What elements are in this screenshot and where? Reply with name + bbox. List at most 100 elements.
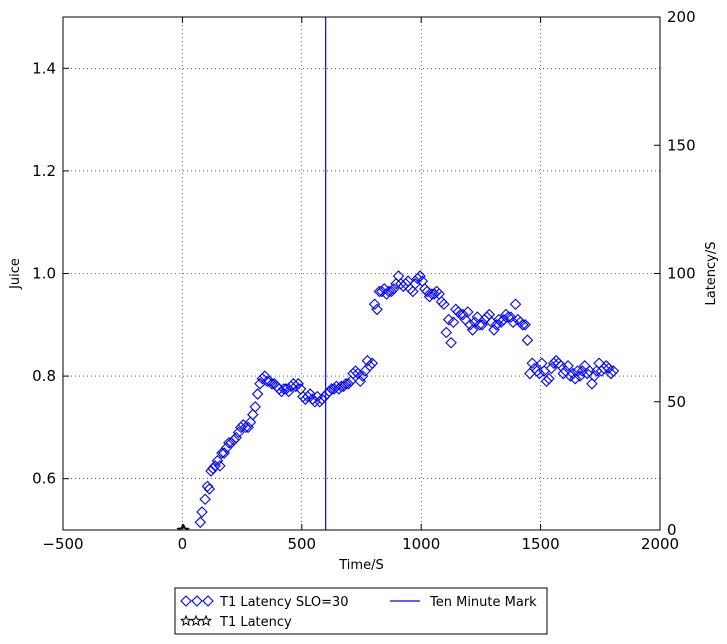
legend-box [174, 587, 548, 635]
data-point-diamond [557, 367, 570, 380]
data-point-diamond [364, 360, 376, 372]
legend-diamond-icon [180, 595, 192, 607]
data-point-diamond [203, 483, 216, 495]
data-point-diamond [495, 316, 507, 329]
data-point-diamond [373, 285, 386, 298]
data-point-diamond [371, 303, 383, 316]
data-point-star [177, 523, 190, 530]
y-left-tick-label: 0.8 [32, 367, 56, 385]
legend-label: T1 Latency [219, 615, 292, 630]
legend: T1 Latency SLO=30 Ten Minute Mark T1 Laten… [174, 587, 548, 635]
data-point-diamond [586, 378, 598, 390]
data-point-diamond [340, 378, 352, 390]
data-point-diamond [607, 365, 620, 377]
data-point-diamond [196, 506, 208, 518]
data-point-diamond [247, 408, 259, 421]
data-point-diamond [292, 378, 304, 390]
data-point-diamond [211, 454, 224, 467]
y-left-tick-label: 1.4 [32, 59, 56, 77]
data-point-diamond [214, 460, 226, 472]
legend-label: T1 Latency SLO=30 [219, 595, 349, 610]
axis-ticks: −500 0 500 1000 1500 2000 0.6 0.8 1.0 1.2 1.4 0 50 10… [32, 8, 696, 553]
plot-area [176, 17, 620, 530]
data-point-diamond [438, 298, 450, 311]
data-point-diamond [504, 311, 517, 323]
data-point-diamond [562, 360, 574, 372]
data-point-diamond [337, 380, 350, 393]
data-point-diamond [423, 290, 436, 303]
x-tick-label: 500 [287, 535, 316, 553]
data-point-diamond [227, 434, 240, 447]
y-right-tick-label: 150 [667, 136, 696, 154]
data-point-diamond [304, 388, 316, 400]
data-point-diamond [464, 319, 476, 331]
data-point-diamond [428, 288, 441, 300]
data-point-diamond [447, 316, 460, 329]
data-point-diamond [407, 285, 419, 298]
legend-label: Ten Minute Mark [429, 595, 537, 610]
data-point-diamond [571, 365, 584, 377]
data-point-diamond [519, 319, 531, 331]
data-point-diamond [199, 493, 211, 505]
data-point-diamond [366, 357, 379, 370]
data-point-diamond [249, 401, 262, 413]
data-point-diamond [457, 308, 469, 321]
x-tick-label: −500 [42, 535, 83, 553]
data-point-diamond [547, 357, 560, 370]
legend-items: T1 Latency SLO=30 Ten Minute Mark T1 Laten… [180, 595, 537, 630]
legend-diamond-icon [191, 595, 203, 607]
data-point-diamond [540, 375, 553, 388]
data-point-diamond [461, 306, 474, 318]
legend-star-icon [180, 614, 192, 627]
data-point-diamond [533, 367, 546, 380]
data-point-diamond [543, 372, 555, 385]
x-tick-label: 0 [178, 535, 188, 553]
data-point-diamond [526, 357, 539, 370]
x-tick-label: 1000 [402, 535, 440, 553]
data-point-diamond [205, 465, 217, 477]
data-point-diamond [333, 383, 345, 395]
legend-star-icon [200, 614, 212, 627]
y-left-tick-label: 0.6 [32, 470, 56, 488]
data-point-diamond [414, 270, 426, 282]
data-point-diamond [598, 362, 610, 375]
y-right-tick-label: 200 [667, 8, 696, 26]
data-point-diamond [251, 388, 264, 400]
data-point-diamond [390, 277, 402, 290]
data-point-diamond [440, 326, 453, 339]
y-right-tick-label: 100 [667, 265, 696, 283]
data-point-diamond [445, 336, 457, 349]
data-point-diamond [521, 334, 534, 346]
data-point-diamond [342, 378, 355, 390]
plot-marks [176, 17, 620, 530]
data-point-diamond [368, 298, 381, 311]
data-point-diamond [347, 367, 359, 380]
y-right-tick-label: 0 [667, 521, 677, 539]
data-point-diamond [194, 516, 207, 529]
y-left-tick-label: 1.0 [32, 265, 56, 283]
data-point-diamond [509, 298, 522, 311]
data-point-diamond [605, 367, 617, 380]
legend-diamond-icon [202, 595, 214, 607]
data-point-diamond [516, 319, 529, 331]
x-axis-label: Time/S [338, 558, 383, 573]
data-point-diamond [569, 372, 582, 385]
data-point-diamond [383, 285, 395, 298]
data-point-diamond [323, 385, 336, 398]
y-axis-left-label: Juice [8, 258, 23, 290]
legend-star-icon [190, 614, 202, 627]
data-point-diamond [385, 285, 398, 298]
data-point-diamond [567, 367, 579, 380]
y-left-tick-label: 1.2 [32, 162, 56, 180]
y-axis-right-label: Latency/S [704, 241, 719, 305]
y-right-tick-label: 50 [667, 393, 686, 411]
data-point-diamond [223, 437, 235, 449]
x-tick-label: 2000 [641, 535, 679, 553]
x-tick-label: 1500 [522, 535, 560, 553]
data-point-diamond [344, 375, 357, 388]
data-point-diamond [244, 416, 257, 429]
data-point-diamond [380, 288, 393, 300]
data-point-diamond [466, 324, 479, 336]
